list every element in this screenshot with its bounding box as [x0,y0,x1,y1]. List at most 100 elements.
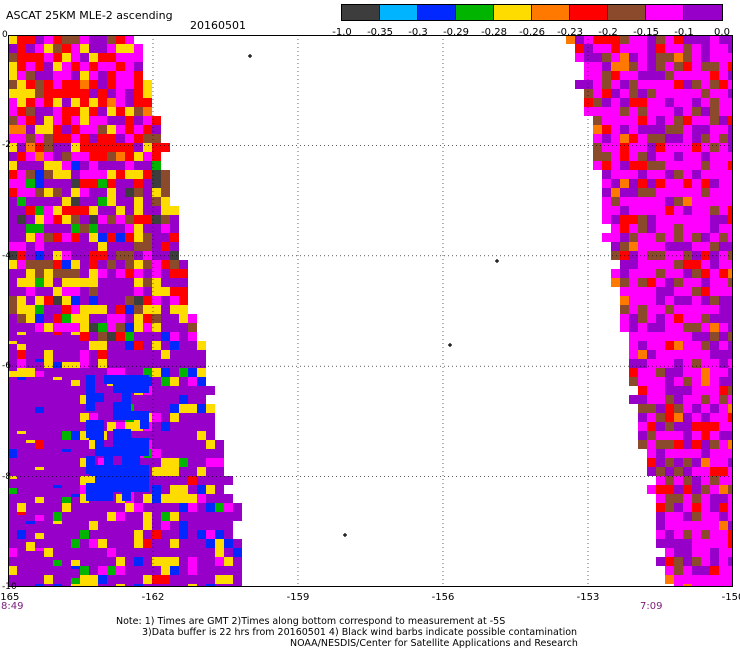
swath-cell [656,512,665,521]
swath-cell [8,524,17,533]
swath-cell [674,53,683,62]
swath-cell [701,170,710,179]
swath-cell [86,429,95,438]
swath-cell [62,566,71,575]
swath-cell [44,350,53,359]
swath-cell [104,375,113,384]
swath-cell [629,377,638,386]
swath-cell [71,80,80,89]
swath-cell [692,368,701,377]
swath-cell [728,233,733,242]
swath-cell [44,443,53,452]
swath-cell [638,287,647,296]
swath-cell [188,341,197,350]
swath-cell [8,152,17,161]
swath-cell [656,323,665,332]
swath-cell [80,467,89,476]
swath-cell [692,80,701,89]
swath-cell [71,116,80,125]
swath-cell [71,179,80,188]
swath-cell [602,188,611,197]
swath-cell [17,485,26,494]
swath-cell [692,512,701,521]
swath-cell [683,431,692,440]
swath-cell [719,269,728,278]
swath-cell [602,35,611,44]
swath-cell [26,566,35,575]
swath-cell [116,233,125,242]
swath-cell [53,551,62,560]
swath-cell [152,584,161,587]
swath-cell [188,404,197,413]
swath-cell [143,161,152,170]
swath-cell [656,521,665,530]
swath-cell [665,296,674,305]
swath-cell [89,521,98,530]
swath-cell [719,224,728,233]
swath-cell [80,71,89,80]
swath-cell [710,314,719,323]
swath-cell [8,233,17,242]
swath-cell [35,197,44,206]
swath-cell [125,278,134,287]
swath-cell [26,314,35,323]
swath-cell [161,557,170,566]
swath-cell [701,575,710,584]
swath-cell [80,422,89,431]
swath-cell [26,305,35,314]
swath-cell [179,332,188,341]
swath-cell [152,179,161,188]
swath-cell [80,233,89,242]
y-tick-label: -10 [2,582,17,592]
swath-cell [35,62,44,71]
swath-cell [143,224,152,233]
left-swath-time: 8:49 [1,601,24,612]
swath-cell [728,521,733,530]
swath-cell [134,332,143,341]
swath-cell [71,251,80,260]
swath-cell [674,584,683,587]
swath-cell [116,98,125,107]
swath-cell [53,305,62,314]
swath-cell [71,233,80,242]
swath-cell [44,260,53,269]
swath-cell [638,89,647,98]
swath-cell [89,62,98,71]
swath-cell [35,440,44,449]
swath-cell [152,287,161,296]
swath-cell [710,584,719,587]
swath-cell [95,393,104,402]
colorbar-swatch [456,5,494,21]
swath-cell [26,287,35,296]
swath-cell [53,335,62,344]
swath-cell [17,107,26,116]
swath-cell [188,566,197,575]
swath-cell [71,62,80,71]
swath-cell [71,134,80,143]
colorbar-swatch [646,5,684,21]
swath-cell [152,386,161,395]
swath-cell [629,116,638,125]
swath-cell [134,287,143,296]
swath-cell [116,53,125,62]
swath-cell [107,575,116,584]
swath-cell [35,125,44,134]
swath-cell [215,557,224,566]
swath-cell [89,242,98,251]
swath-cell [89,359,98,368]
swath-cell [161,197,170,206]
swath-cell [728,395,733,404]
swath-cell [674,503,683,512]
swath-cell [665,485,674,494]
swath-cell [107,539,116,548]
swath-cell [44,557,53,566]
y-tick-label: -6 [2,361,11,372]
swath-cell [17,416,26,425]
swath-cell [611,197,620,206]
swath-cell [620,197,629,206]
swath-cell [665,314,674,323]
swath-cell [728,62,733,71]
swath-cell [638,224,647,233]
map-date: 20160501 [190,19,246,32]
swath-cell [125,314,134,323]
